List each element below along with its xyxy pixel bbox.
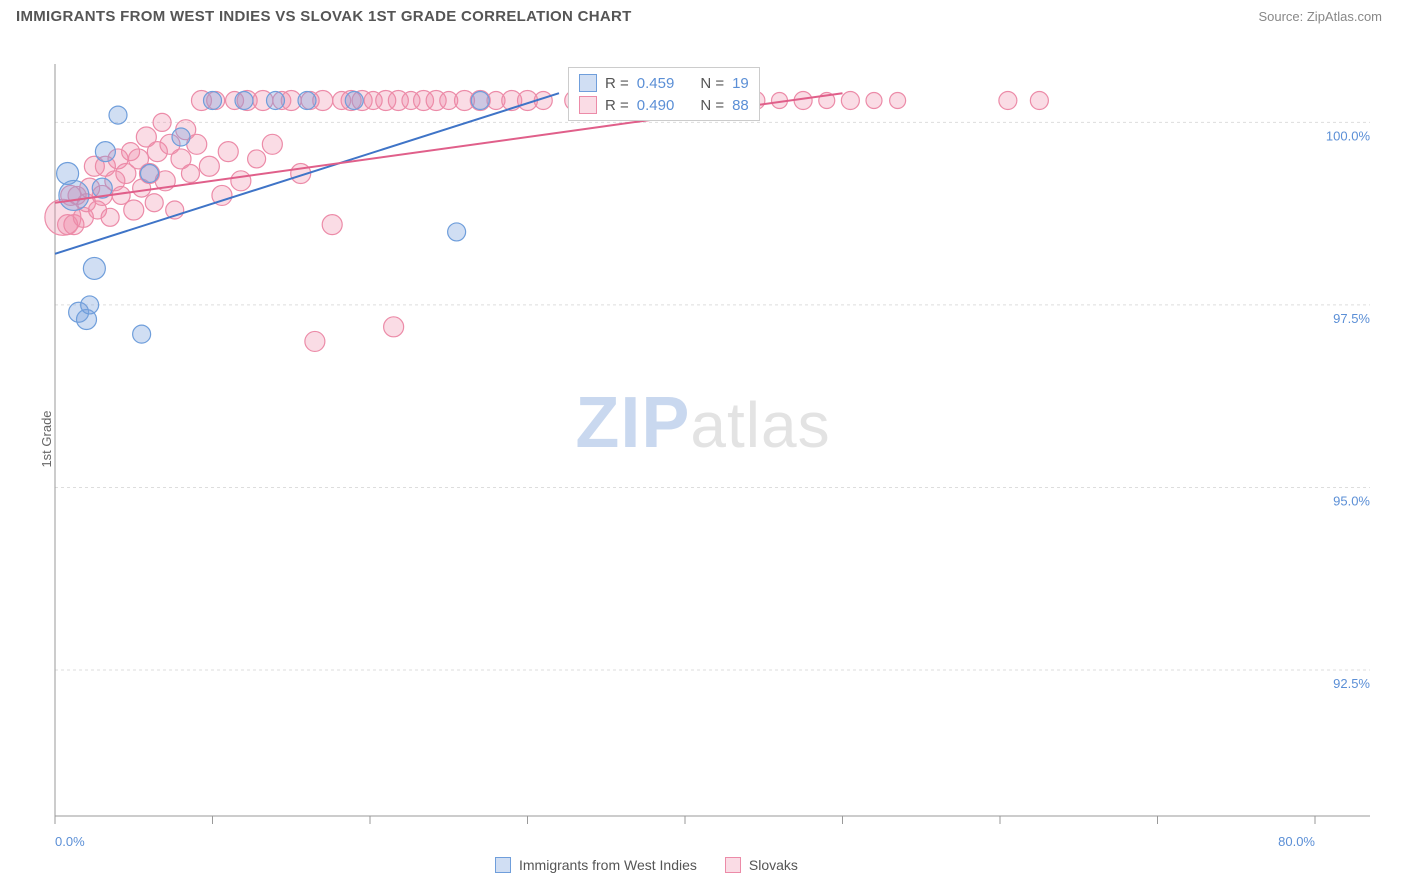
r-label-1: R =: [605, 97, 629, 114]
legend-swatch-blue-small: [495, 857, 511, 873]
series-legend-item-1: Slovaks: [725, 855, 798, 875]
y-axis-label: 1st Grade: [39, 410, 54, 467]
legend-swatch-blue: [579, 74, 597, 92]
legend-row-series-0: R = 0.459 N = 19: [579, 72, 749, 94]
r-label-0: R =: [605, 75, 629, 92]
series-legend-item-0: Immigrants from West Indies: [495, 855, 697, 875]
chart-title: IMMIGRANTS FROM WEST INDIES VS SLOVAK 1S…: [16, 8, 632, 25]
legend-row-series-1: R = 0.490 N = 88: [579, 94, 749, 116]
scatter-plot-svg: 92.5% 95.0% 97.5% 100.0% 0.0% 80.0%: [0, 29, 1406, 849]
r-value-1: 0.490: [637, 97, 675, 114]
title-bar: IMMIGRANTS FROM WEST INDIES VS SLOVAK 1S…: [0, 0, 1406, 29]
n-value-0: 19: [732, 75, 749, 92]
svg-text:0.0%: 0.0%: [55, 834, 85, 849]
legend-swatch-pink-small: [725, 857, 741, 873]
correlation-legend: R = 0.459 N = 19 R = 0.490 N = 88: [568, 67, 760, 121]
svg-text:95.0%: 95.0%: [1333, 493, 1370, 508]
svg-text:80.0%: 80.0%: [1278, 834, 1315, 849]
series-legend: Immigrants from West Indies Slovaks: [495, 855, 798, 875]
n-value-1: 88: [732, 97, 749, 114]
chart-area: 92.5% 95.0% 97.5% 100.0% 0.0% 80.0% 1st Grade…: [0, 29, 1406, 849]
n-label-0: N =: [700, 75, 724, 92]
n-label-1: N =: [700, 97, 724, 114]
svg-text:92.5%: 92.5%: [1333, 676, 1370, 691]
svg-text:97.5%: 97.5%: [1333, 311, 1370, 326]
series-1-name: Slovaks: [749, 857, 798, 873]
r-value-0: 0.459: [637, 75, 675, 92]
series-0-name: Immigrants from West Indies: [519, 857, 697, 873]
source-label: Source: ZipAtlas.com: [1258, 9, 1382, 24]
svg-text:100.0%: 100.0%: [1326, 128, 1371, 143]
legend-swatch-pink: [579, 96, 597, 114]
